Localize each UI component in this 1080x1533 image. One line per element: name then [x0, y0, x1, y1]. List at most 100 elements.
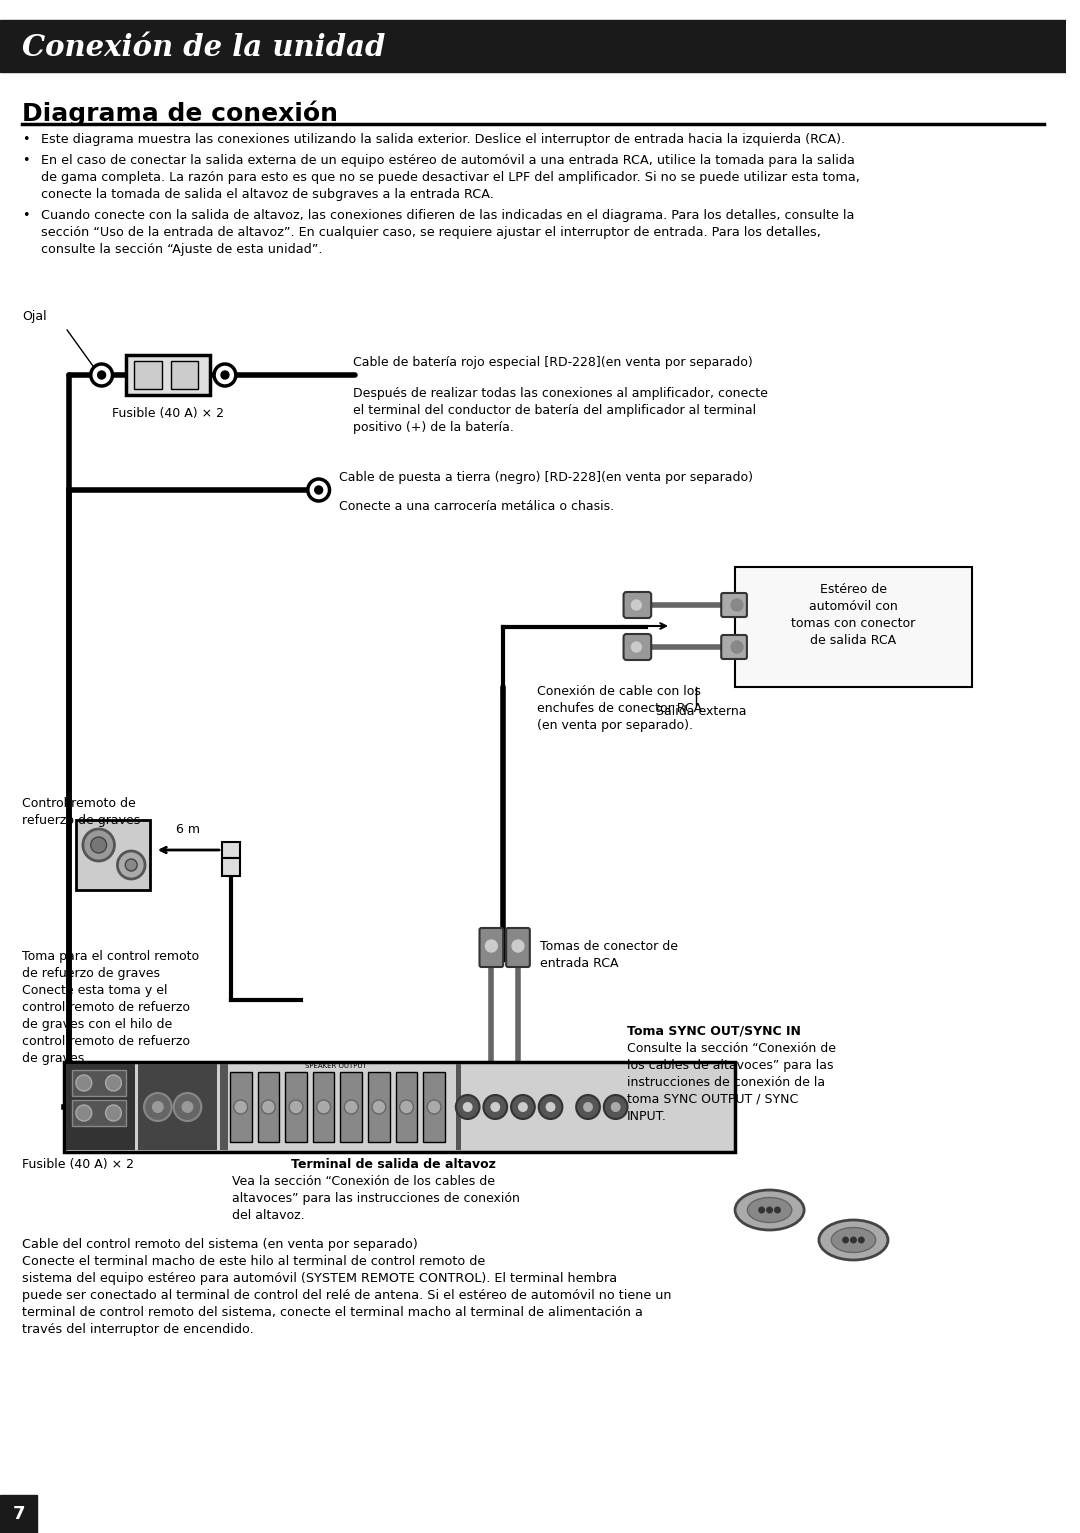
- Text: Fusible (40 A) × 2: Fusible (40 A) × 2: [22, 1157, 134, 1171]
- Circle shape: [234, 1101, 247, 1114]
- Text: Conexión de la unidad: Conexión de la unidad: [22, 32, 386, 61]
- Text: Este diagrama muestra las conexiones utilizando la salida exterior. Deslice el i: Este diagrama muestra las conexiones uti…: [41, 133, 846, 146]
- Text: •: •: [22, 153, 29, 167]
- Circle shape: [484, 1095, 508, 1119]
- Circle shape: [221, 371, 229, 379]
- Bar: [257, 1072, 280, 1142]
- Bar: [340, 1072, 362, 1142]
- Text: enchufes de conector RCA: enchufes de conector RCA: [537, 702, 702, 714]
- Text: Conecte a una carrocería metálica o chasis.: Conecte a una carrocería metálica o chas…: [339, 500, 615, 514]
- Circle shape: [181, 1101, 193, 1113]
- Circle shape: [106, 1075, 121, 1091]
- Bar: [285, 1072, 307, 1142]
- Text: entrada RCA: entrada RCA: [540, 957, 618, 970]
- Text: conecte la tomada de salida el altavoz de subgraves a la entrada RCA.: conecte la tomada de salida el altavoz d…: [41, 189, 495, 201]
- Text: Conexión de cable con los: Conexión de cable con los: [537, 685, 701, 698]
- Circle shape: [731, 641, 743, 653]
- Circle shape: [214, 363, 235, 386]
- Text: sistema del equipo estéreo para automóvil (SYSTEM REMOTE CONTROL). El terminal h: sistema del equipo estéreo para automóvi…: [22, 1272, 617, 1285]
- Circle shape: [766, 1206, 773, 1214]
- FancyBboxPatch shape: [507, 927, 530, 967]
- Circle shape: [261, 1101, 275, 1114]
- Text: instrucciones de conexión de la: instrucciones de conexión de la: [626, 1076, 825, 1088]
- Circle shape: [485, 940, 497, 952]
- Bar: [134, 360, 162, 389]
- Bar: [66, 1064, 135, 1150]
- Bar: [735, 567, 972, 687]
- FancyBboxPatch shape: [623, 592, 651, 618]
- Bar: [64, 1062, 735, 1151]
- Text: Cable del control remoto del sistema (en venta por separado): Cable del control remoto del sistema (en…: [22, 1239, 418, 1251]
- Text: Cable de batería rojo especial [RD-228](en venta por separado): Cable de batería rojo especial [RD-228](…: [353, 356, 753, 369]
- Circle shape: [314, 486, 323, 494]
- Circle shape: [632, 599, 642, 610]
- Text: •: •: [22, 133, 29, 146]
- Circle shape: [774, 1206, 781, 1214]
- Text: terminal de control remoto del sistema, conecte el terminal macho al terminal de: terminal de control remoto del sistema, …: [22, 1306, 643, 1318]
- Text: de gama completa. La razón para esto es que no se puede desactivar el LPF del am: de gama completa. La razón para esto es …: [41, 172, 861, 184]
- Text: de graves con el hilo de: de graves con el hilo de: [22, 1018, 172, 1032]
- Text: puede ser conectado al terminal de control del relé de antena. Si el estéreo de : puede ser conectado al terminal de contr…: [22, 1289, 671, 1302]
- Text: consulte la sección “Ajuste de esta unidad”.: consulte la sección “Ajuste de esta unid…: [41, 244, 323, 256]
- Text: Tomas de conector de: Tomas de conector de: [540, 940, 677, 954]
- Circle shape: [610, 1102, 621, 1111]
- Bar: [171, 360, 199, 389]
- Bar: [0, 20, 1066, 72]
- Circle shape: [118, 851, 145, 878]
- Bar: [126, 356, 211, 396]
- Circle shape: [97, 371, 106, 379]
- Circle shape: [76, 1075, 92, 1091]
- Circle shape: [456, 1095, 480, 1119]
- Text: Estéreo de: Estéreo de: [820, 583, 887, 596]
- Circle shape: [400, 1101, 414, 1114]
- Circle shape: [518, 1102, 528, 1111]
- Text: Terminal de salida de altavoz: Terminal de salida de altavoz: [291, 1157, 496, 1171]
- Bar: [76, 820, 150, 891]
- Text: Salida externa: Salida externa: [657, 705, 746, 717]
- Circle shape: [174, 1093, 201, 1121]
- Text: Control remoto de: Control remoto de: [22, 797, 135, 809]
- Circle shape: [577, 1095, 599, 1119]
- Text: 6 m: 6 m: [176, 823, 201, 835]
- Bar: [138, 1064, 217, 1150]
- Text: tomas con conector: tomas con conector: [792, 616, 916, 630]
- Text: toma SYNC OUTPUT / SYNC: toma SYNC OUTPUT / SYNC: [626, 1093, 798, 1105]
- Text: de salida RCA: de salida RCA: [810, 635, 896, 647]
- Circle shape: [858, 1237, 865, 1243]
- Bar: [220, 1064, 228, 1150]
- Text: control remoto de refuerzo: control remoto de refuerzo: [22, 1035, 190, 1049]
- FancyBboxPatch shape: [721, 635, 747, 659]
- Circle shape: [83, 829, 114, 862]
- Text: Vea la sección “Conexión de los cables de: Vea la sección “Conexión de los cables d…: [232, 1174, 495, 1188]
- Circle shape: [632, 642, 642, 652]
- Ellipse shape: [819, 1220, 888, 1260]
- Text: Conecte esta toma y el: Conecte esta toma y el: [22, 984, 167, 996]
- FancyBboxPatch shape: [623, 635, 651, 661]
- Text: Consulte la sección “Conexión de: Consulte la sección “Conexión de: [626, 1042, 836, 1055]
- Text: •: •: [22, 208, 29, 222]
- Circle shape: [91, 837, 107, 852]
- Circle shape: [345, 1101, 359, 1114]
- Circle shape: [462, 1102, 473, 1111]
- Text: del altavoz.: del altavoz.: [232, 1210, 305, 1222]
- Bar: [313, 1072, 335, 1142]
- Text: el terminal del conductor de batería del amplificador al terminal: el terminal del conductor de batería del…: [353, 405, 756, 417]
- Bar: [72, 1070, 126, 1096]
- Text: Cuando conecte con la salida de altavoz, las conexiones difieren de las indicada: Cuando conecte con la salida de altavoz,…: [41, 208, 854, 222]
- Circle shape: [512, 940, 524, 952]
- Bar: [72, 1101, 126, 1127]
- Circle shape: [308, 478, 329, 501]
- Bar: [368, 1072, 390, 1142]
- FancyBboxPatch shape: [480, 927, 503, 967]
- Text: Conecte el terminal macho de este hilo al terminal de control remoto de: Conecte el terminal macho de este hilo a…: [22, 1256, 485, 1268]
- Bar: [230, 1072, 252, 1142]
- Text: Cable de puesta a tierra (negro) [RD-228](en venta por separado): Cable de puesta a tierra (negro) [RD-228…: [339, 471, 754, 484]
- Text: Diagrama de conexión: Diagrama de conexión: [22, 100, 338, 126]
- Text: de graves.: de graves.: [22, 1052, 87, 1065]
- Circle shape: [152, 1101, 164, 1113]
- Circle shape: [91, 363, 112, 386]
- Text: los cables de altavoces” para las: los cables de altavoces” para las: [626, 1059, 833, 1072]
- Bar: [395, 1072, 417, 1142]
- Bar: [222, 858, 240, 875]
- Circle shape: [144, 1093, 172, 1121]
